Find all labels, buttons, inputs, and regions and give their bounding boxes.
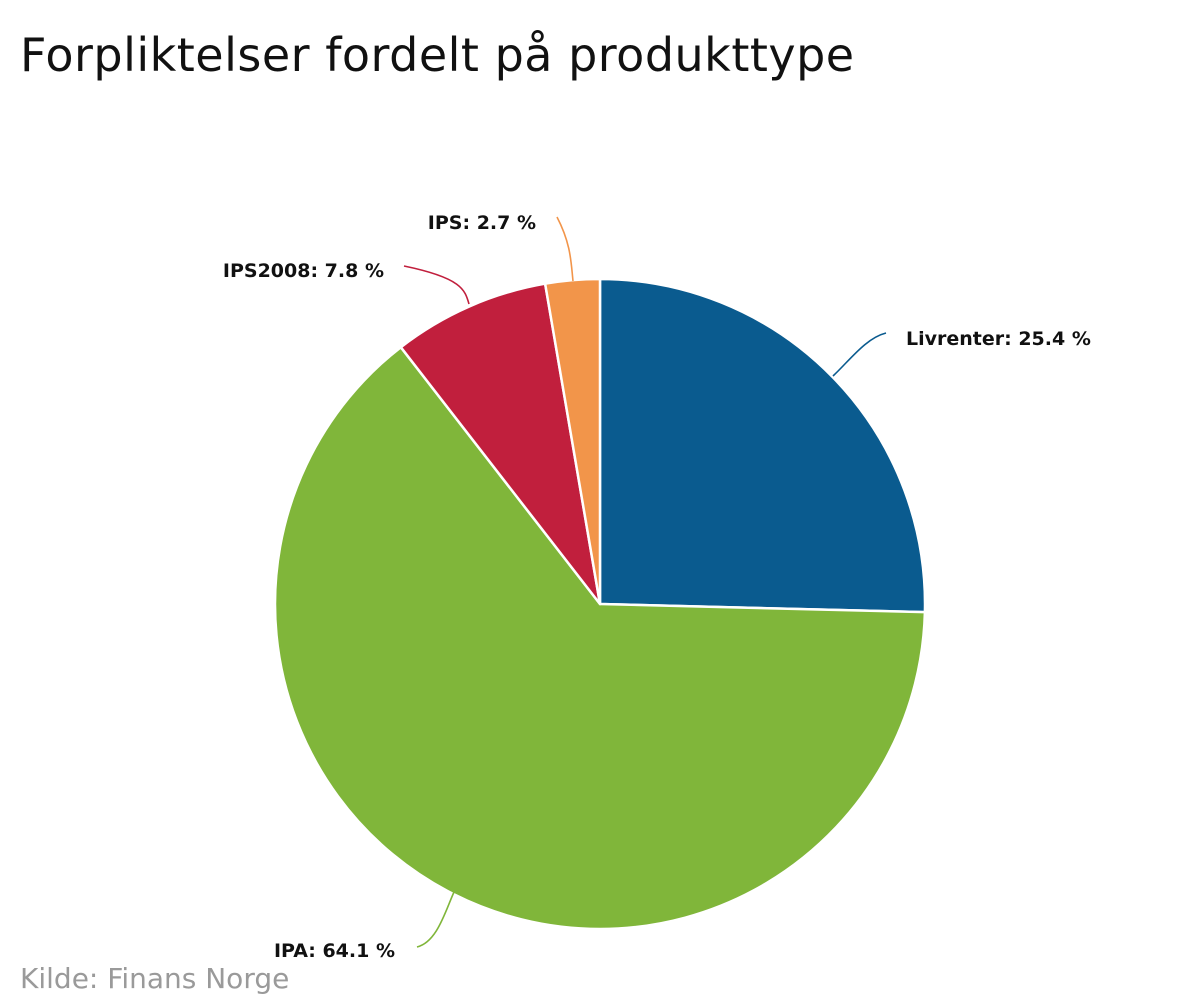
connector-ipa (416, 891, 455, 948)
source-note: Kilde: Finans Norge (20, 962, 290, 995)
chart-title: Forpliktelser fordelt på produkttype (20, 28, 855, 82)
connectors-layer (403, 216, 887, 948)
data-label-ips2008: IPS2008: 7.8 % (223, 260, 384, 282)
data-label-ipa: IPA: 64.1 % (274, 940, 395, 962)
labels-layer: Livrenter: 25.4 % IPA: 64.1 % IPS2008: 7.8… (223, 212, 1091, 962)
connector-ips (556, 216, 574, 282)
connector-ips2008 (403, 265, 470, 305)
pie-slice-livrenter (598, 277, 927, 614)
data-label-ips: IPS: 2.7 % (428, 212, 536, 234)
connector-livrenter (832, 332, 887, 377)
data-label-livrenter: Livrenter: 25.4 % (906, 328, 1091, 350)
slices-layer (273, 277, 927, 931)
pie-slice-ips2008 (399, 282, 602, 606)
